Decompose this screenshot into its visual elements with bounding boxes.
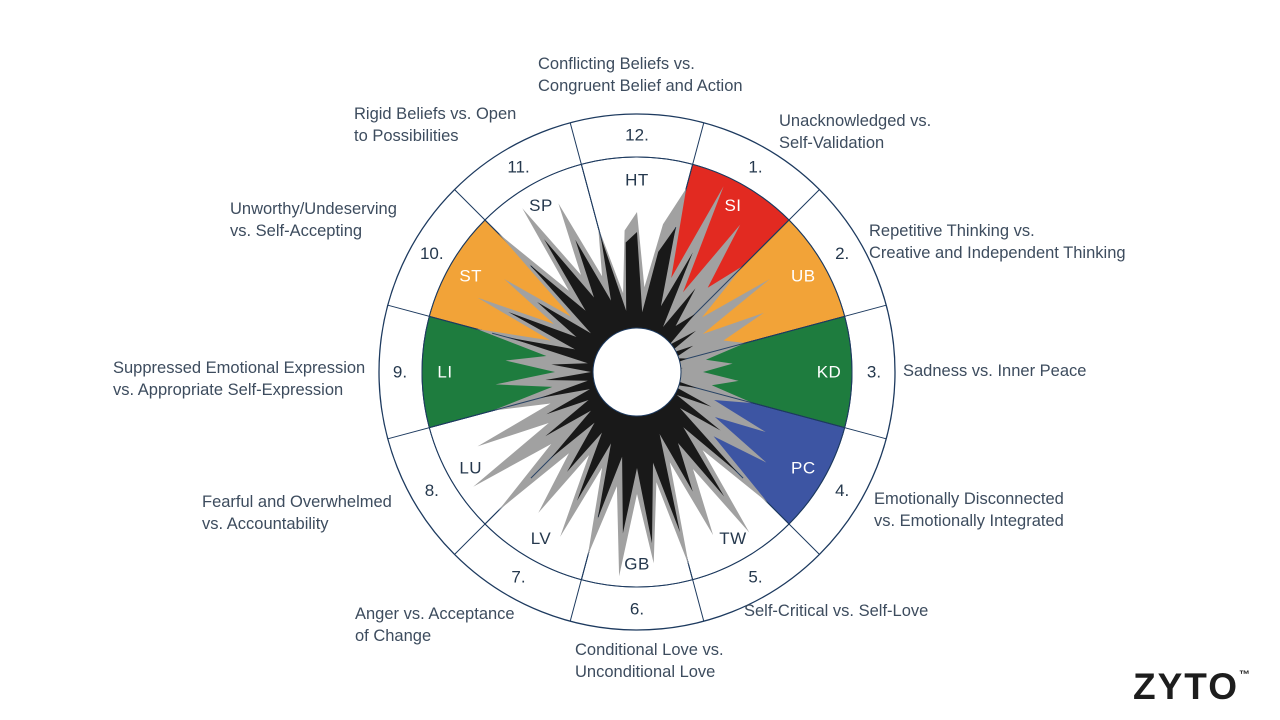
segment-code-PC: PC [791, 459, 816, 478]
inner-ring-circle [421, 156, 853, 588]
hub-spoke-line [679, 382, 783, 412]
segment-number-LI: 9. [393, 363, 407, 382]
segment-code-TW: TW [719, 529, 746, 548]
center-hub [592, 327, 682, 417]
zyto-logo-text: ZYTO [1133, 666, 1239, 707]
segment-code-UB: UB [791, 267, 816, 286]
segment-number-SI: 1. [748, 157, 762, 176]
segment-code-SP: SP [529, 196, 553, 215]
segment-code-LI: LI [437, 363, 452, 382]
segment-code-ST: ST [459, 267, 482, 286]
segment-number-TW: 5. [748, 568, 762, 587]
segment-code-LV: LV [531, 529, 552, 548]
segment-number-UB: 2. [835, 244, 849, 263]
hub-spoke-line [679, 332, 783, 362]
segment-code-SI: SI [724, 196, 741, 215]
segment-code-HT: HT [625, 171, 649, 190]
segment-number-HT: 12. [625, 126, 649, 145]
segment-number-ST: 10. [420, 244, 444, 263]
segment-code-KD: KD [817, 363, 842, 382]
segment-number-LU: 8. [425, 481, 439, 500]
segment-number-SP: 11. [507, 157, 529, 176]
segment-number-GB: 6. [630, 600, 644, 619]
zyto-logo: ZYTO™ [1133, 666, 1250, 708]
segment-number-KD: 3. [867, 363, 881, 382]
segment-code-LU: LU [459, 459, 482, 478]
segment-number-PC: 4. [835, 481, 849, 500]
segment-code-GB: GB [624, 555, 650, 574]
outer-circle [378, 113, 896, 631]
segment-number-LV: 7. [511, 568, 525, 587]
trademark-symbol: ™ [1239, 669, 1250, 681]
